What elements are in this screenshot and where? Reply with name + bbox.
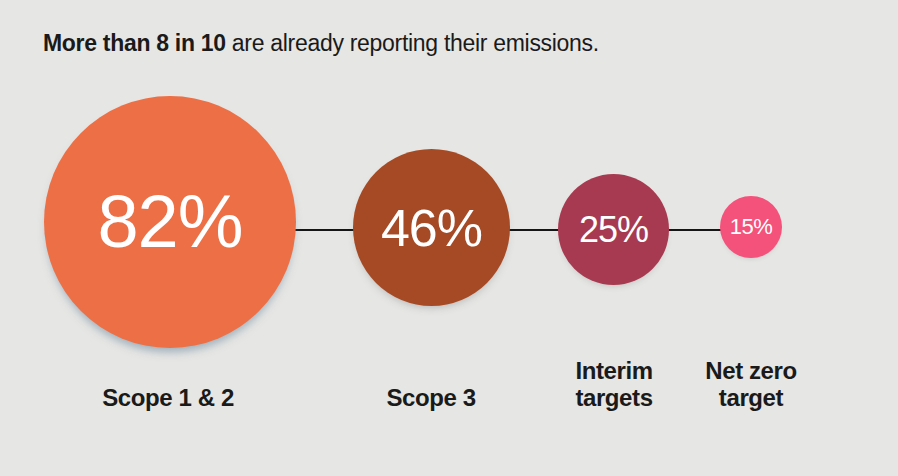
bubble-value-scope-3: 46% <box>381 202 482 254</box>
bubble-value-interim-targets: 25% <box>579 212 648 248</box>
category-label-scope-1-2: Scope 1 & 2 <box>102 384 234 411</box>
bubble-scope-3: 46% <box>353 149 510 306</box>
category-label-net-zero-target: Net zero target <box>705 357 797 411</box>
bubble-value-scope-1-2: 82% <box>97 185 242 259</box>
chart-title: More than 8 in 10 are already reporting … <box>43 30 599 57</box>
category-label-interim-targets: Interim targets <box>575 357 652 411</box>
chart-title-rest: are already reporting their emissions. <box>226 30 599 56</box>
bubble-scope-1-2: 82% <box>44 96 296 348</box>
bubble-interim-targets: 25% <box>558 174 669 285</box>
emissions-reporting-infographic: More than 8 in 10 are already reporting … <box>0 0 898 476</box>
bubble-value-net-zero-target: 15% <box>730 216 773 238</box>
bubble-net-zero-target: 15% <box>720 196 782 258</box>
category-label-scope-3: Scope 3 <box>386 384 475 411</box>
chart-title-highlight: More than 8 in 10 <box>43 30 226 56</box>
